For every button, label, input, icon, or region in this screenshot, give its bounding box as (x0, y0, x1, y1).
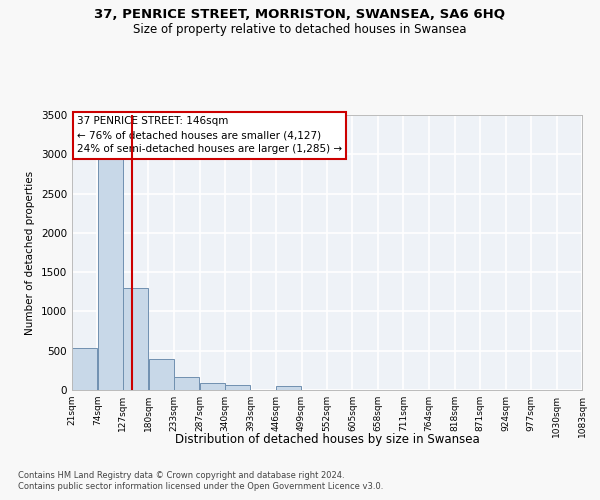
Y-axis label: Number of detached properties: Number of detached properties (25, 170, 35, 334)
Bar (277, 386, 301, 390)
Bar (98, 158, 122, 390)
Text: 37 PENRICE STREET: 146sqm
← 76% of detached houses are smaller (4,127)
24% of se: 37 PENRICE STREET: 146sqm ← 76% of detac… (77, 116, 342, 154)
Text: Size of property relative to detached houses in Swansea: Size of property relative to detached ho… (133, 22, 467, 36)
Text: Distribution of detached houses by size in Swansea: Distribution of detached houses by size … (175, 432, 479, 446)
Text: 37, PENRICE STREET, MORRISTON, SWANSEA, SA6 6HQ: 37, PENRICE STREET, MORRISTON, SWANSEA, … (95, 8, 505, 20)
Text: Contains public sector information licensed under the Open Government Licence v3: Contains public sector information licen… (18, 482, 383, 491)
Bar (72, 348, 97, 390)
Bar (226, 386, 250, 390)
Bar (149, 360, 173, 390)
Bar (123, 288, 148, 390)
Bar (200, 383, 225, 390)
Text: Contains HM Land Registry data © Crown copyright and database right 2024.: Contains HM Land Registry data © Crown c… (18, 470, 344, 480)
Bar (174, 377, 199, 390)
